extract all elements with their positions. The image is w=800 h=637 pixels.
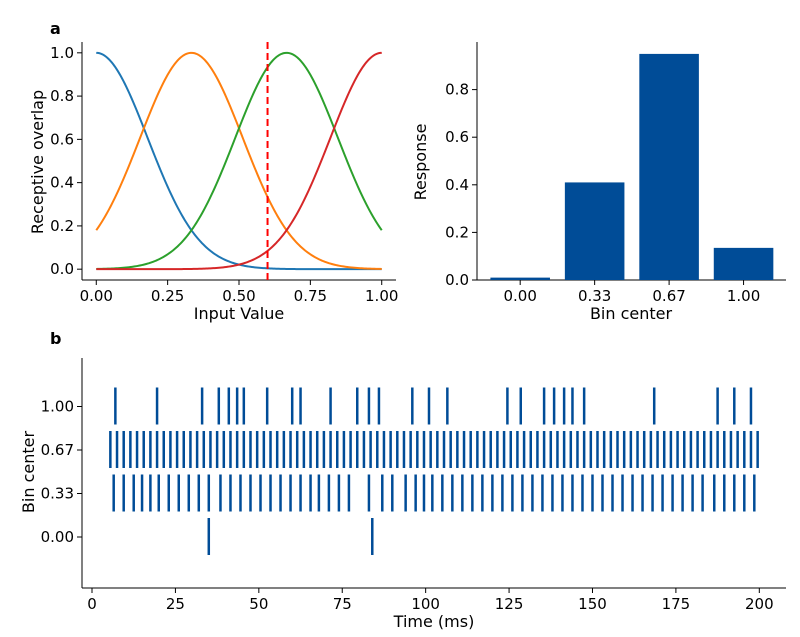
curves-x-tick-label: 0.50: [222, 287, 255, 305]
panel-label-b: b: [50, 329, 61, 348]
curves-x-tick-label: 0.75: [294, 287, 327, 305]
raster-y-tick-label: 0.33: [41, 485, 74, 503]
curves-y-tick-label: 0.4: [50, 174, 74, 192]
bars-y-axis-label: Response: [411, 124, 430, 201]
spike-raster-chart: 0 25 50 75 100 125 150 175 200 0.000.330.671.00 …: [19, 358, 786, 631]
raster-y-tick-label: 1.00: [41, 398, 74, 416]
tuning-curve-1: [95, 51, 382, 270]
bar-0.67: [639, 53, 699, 281]
raster-y-tick-label: 0.00: [41, 528, 74, 546]
raster-x-tick-label: 25: [166, 595, 185, 613]
tuning-curve-3: [96, 51, 382, 271]
bars-y-tick-label: 0.4: [445, 176, 469, 194]
raster-y-tick-label: 0.67: [41, 441, 74, 459]
bar-0.00: [490, 277, 550, 280]
curves-y-axis-label: Receptive overlap: [28, 90, 47, 234]
bin-response-chart: 0.00 0.33 0.67 1.00 0.0 0.2 0.4 0.6 0.8 Bin cen…: [411, 42, 786, 323]
panel-label-a: a: [50, 19, 61, 38]
curves-x-tick-label: 1.00: [365, 287, 398, 305]
curves-x-axis-label: Input Value: [194, 304, 284, 323]
bar-0.33: [564, 182, 625, 280]
bars-x-tick-label: 1.00: [727, 287, 760, 305]
bars-y-tick-label: 0.2: [445, 223, 469, 241]
curves-y-tick-label: 1.0: [50, 44, 74, 62]
tuning-curve-2: [96, 51, 383, 270]
raster-x-tick-label: 0: [87, 595, 97, 613]
raster-x-tick-label: 100: [411, 595, 440, 613]
tuning-curves-chart: 0.00 0.25 0.50 0.75 1.00 0.00.20.40.60.81.0 …: [28, 42, 398, 323]
raster-x-tick-label: 175: [662, 595, 691, 613]
raster-x-tick-label: 125: [495, 595, 524, 613]
bars-x-axis-label: Bin center: [590, 304, 673, 323]
raster-x-tick-label: 150: [578, 595, 607, 613]
bar-1.00: [713, 247, 774, 280]
bars-x-tick-label: 0.33: [578, 287, 611, 305]
curves-y-tick-label: 0.8: [50, 87, 74, 105]
bars-y-tick-label: 0.8: [445, 81, 469, 99]
raster-x-tick-label: 50: [249, 595, 268, 613]
tuning-curve-0: [96, 51, 382, 271]
curves-x-tick-label: 0.25: [151, 287, 184, 305]
raster-x-tick-label: 75: [333, 595, 352, 613]
bars-x-tick-label: 0.67: [652, 287, 685, 305]
bars-y-tick-label: 0.0: [445, 271, 469, 289]
raster-x-tick-label: 200: [745, 595, 774, 613]
raster-y-axis-label: Bin center: [19, 431, 38, 514]
bars-y-tick-label: 0.6: [445, 128, 469, 146]
curves-y-tick-label: 0.6: [50, 130, 74, 148]
curves-y-tick-label: 0.2: [50, 217, 74, 235]
bars-x-tick-label: 0.00: [503, 287, 536, 305]
raster-x-axis-label: Time (ms): [393, 612, 475, 631]
curves-y-tick-label: 0.0: [50, 260, 74, 278]
curves-x-tick-label: 0.00: [80, 287, 113, 305]
